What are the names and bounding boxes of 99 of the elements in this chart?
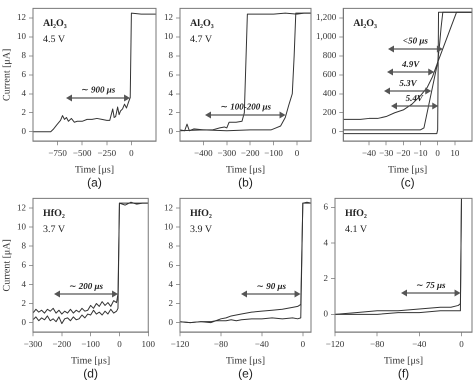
x-tick-label: 0: [294, 148, 300, 158]
y-tick-label: 8: [168, 50, 174, 60]
y-tick-label: 10: [164, 221, 174, 232]
x-tick-label: −120: [326, 338, 345, 349]
text: (a): [87, 175, 102, 190]
text: (e): [238, 366, 253, 380]
x-tick-label: 0: [117, 338, 122, 349]
y-tick-label: 6: [168, 260, 174, 270]
x-tick-label: 100: [142, 338, 156, 349]
y-tick-label: 0: [168, 317, 174, 327]
y-tick-label: 2: [168, 298, 173, 308]
annotation: Al₂O₃: [43, 18, 67, 29]
y-tick-label: 1,000: [316, 31, 337, 42]
annotation: ∼ 200 μs: [68, 280, 104, 291]
y-axis-title: Current [μA]: [2, 239, 13, 292]
x-tick-label: −200: [240, 148, 260, 158]
annotation: 5.3V: [399, 78, 418, 88]
y-tick-label: 10: [17, 31, 26, 42]
y-tick-label: 600: [322, 69, 337, 80]
x-tick-label: −40: [254, 338, 270, 349]
y-tick-label: 10: [17, 221, 26, 232]
x-axis-title: Time [μs]: [226, 164, 266, 176]
y-tick-label: 200: [322, 107, 337, 118]
y-tick-label: 800: [322, 50, 337, 60]
y-tick-label: 10: [164, 31, 174, 42]
annotation: ∼ 75 μs: [416, 280, 446, 290]
annotation: ∼ 900 μs: [81, 84, 116, 94]
y-tick-label: 8: [22, 50, 26, 60]
annotation: 4.9V: [400, 58, 420, 69]
annotation: 3.9 V: [190, 224, 213, 236]
x-axis-title: Time [μs]: [71, 356, 110, 367]
x-tick-label: −30: [379, 148, 394, 158]
x-tick-label: −80: [214, 338, 228, 349]
x-tick-label: 0: [459, 338, 464, 349]
x-axis-title: Time [μs]: [388, 164, 428, 176]
annotation: 4.7 V: [190, 34, 213, 46]
y-tick-label: 0: [22, 126, 26, 136]
x-tick-label: −250: [98, 148, 117, 158]
y-tick-label: 6: [324, 202, 328, 212]
y-tick-label: 0: [324, 308, 328, 319]
text: (d): [83, 366, 98, 380]
y-tick-label: 4: [168, 88, 174, 98]
annotation: Al₂O₃: [190, 18, 214, 29]
annotation: HfO₂: [345, 208, 367, 219]
y-tick-label: 2: [22, 298, 26, 308]
x-axis-title: Time [μs]: [226, 356, 266, 367]
y-tick-label: 0: [168, 126, 174, 136]
y-tick-label: 12: [164, 12, 173, 22]
annotation: 4.1 V: [345, 224, 368, 236]
x-tick-label: −40: [412, 338, 427, 349]
x-tick-label: 0: [435, 148, 440, 158]
y-tick-label: 4: [22, 278, 26, 289]
y-tick-label: 8: [22, 240, 26, 251]
x-tick-label: 0: [129, 148, 134, 158]
x-tick-label: −750: [48, 148, 68, 158]
annotation: HfO₂: [190, 208, 212, 219]
x-axis-title: Time [μs]: [384, 356, 424, 367]
x-tick-label: 10: [450, 148, 460, 158]
annotation: HfO₂: [43, 208, 65, 219]
text: (b): [238, 175, 253, 190]
y-tick-label: 4: [22, 88, 26, 98]
y-tick-label: 0: [22, 317, 26, 327]
y-tick-label: 400: [322, 88, 337, 98]
x-tick-label: −300: [217, 148, 237, 158]
y-tick-label: 8: [168, 240, 174, 251]
y-tick-label: 0: [332, 126, 337, 136]
annotation: 3.7 V: [43, 224, 66, 236]
x-tick-label: −500: [72, 148, 92, 158]
y-tick-label: 12: [17, 202, 26, 212]
x-tick-label: −20: [396, 148, 411, 158]
x-axis-title: Time [μs]: [74, 164, 114, 176]
y-tick-label: 2: [22, 107, 26, 118]
x-tick-label: −40: [362, 148, 377, 158]
x-tick-label: −100: [264, 148, 284, 158]
x-tick-label: −10: [413, 148, 428, 158]
annotation: Al₂O₃: [353, 18, 378, 29]
y-tick-label: 6: [22, 69, 26, 80]
y-tick-label: 12: [17, 12, 26, 22]
y-tick-label: 1,200: [316, 12, 337, 22]
y-tick-label: 4: [168, 278, 174, 289]
annotation: 4.5 V: [43, 34, 66, 46]
y-tick-label: 4: [324, 237, 328, 248]
x-tick-label: −200: [52, 338, 72, 349]
y-tick-label: 6: [168, 69, 174, 80]
text: (f): [398, 366, 410, 380]
x-tick-label: −300: [24, 338, 43, 349]
x-tick-label: −120: [170, 338, 190, 349]
y-tick-label: 6: [22, 260, 26, 270]
x-tick-label: −100: [81, 338, 100, 349]
x-tick-label: 0: [300, 338, 306, 349]
x-tick-label: −80: [370, 338, 385, 349]
annotation: ∼ 90 μs: [256, 280, 286, 291]
y-tick-label: 12: [164, 202, 173, 212]
text: (c): [400, 175, 415, 190]
y-tick-label: 2: [168, 107, 173, 118]
annotation: <50 μs: [402, 36, 428, 46]
y-axis-title: Current [μA]: [2, 48, 13, 101]
x-tick-label: −400: [194, 148, 214, 158]
y-tick-label: 2: [324, 273, 328, 284]
